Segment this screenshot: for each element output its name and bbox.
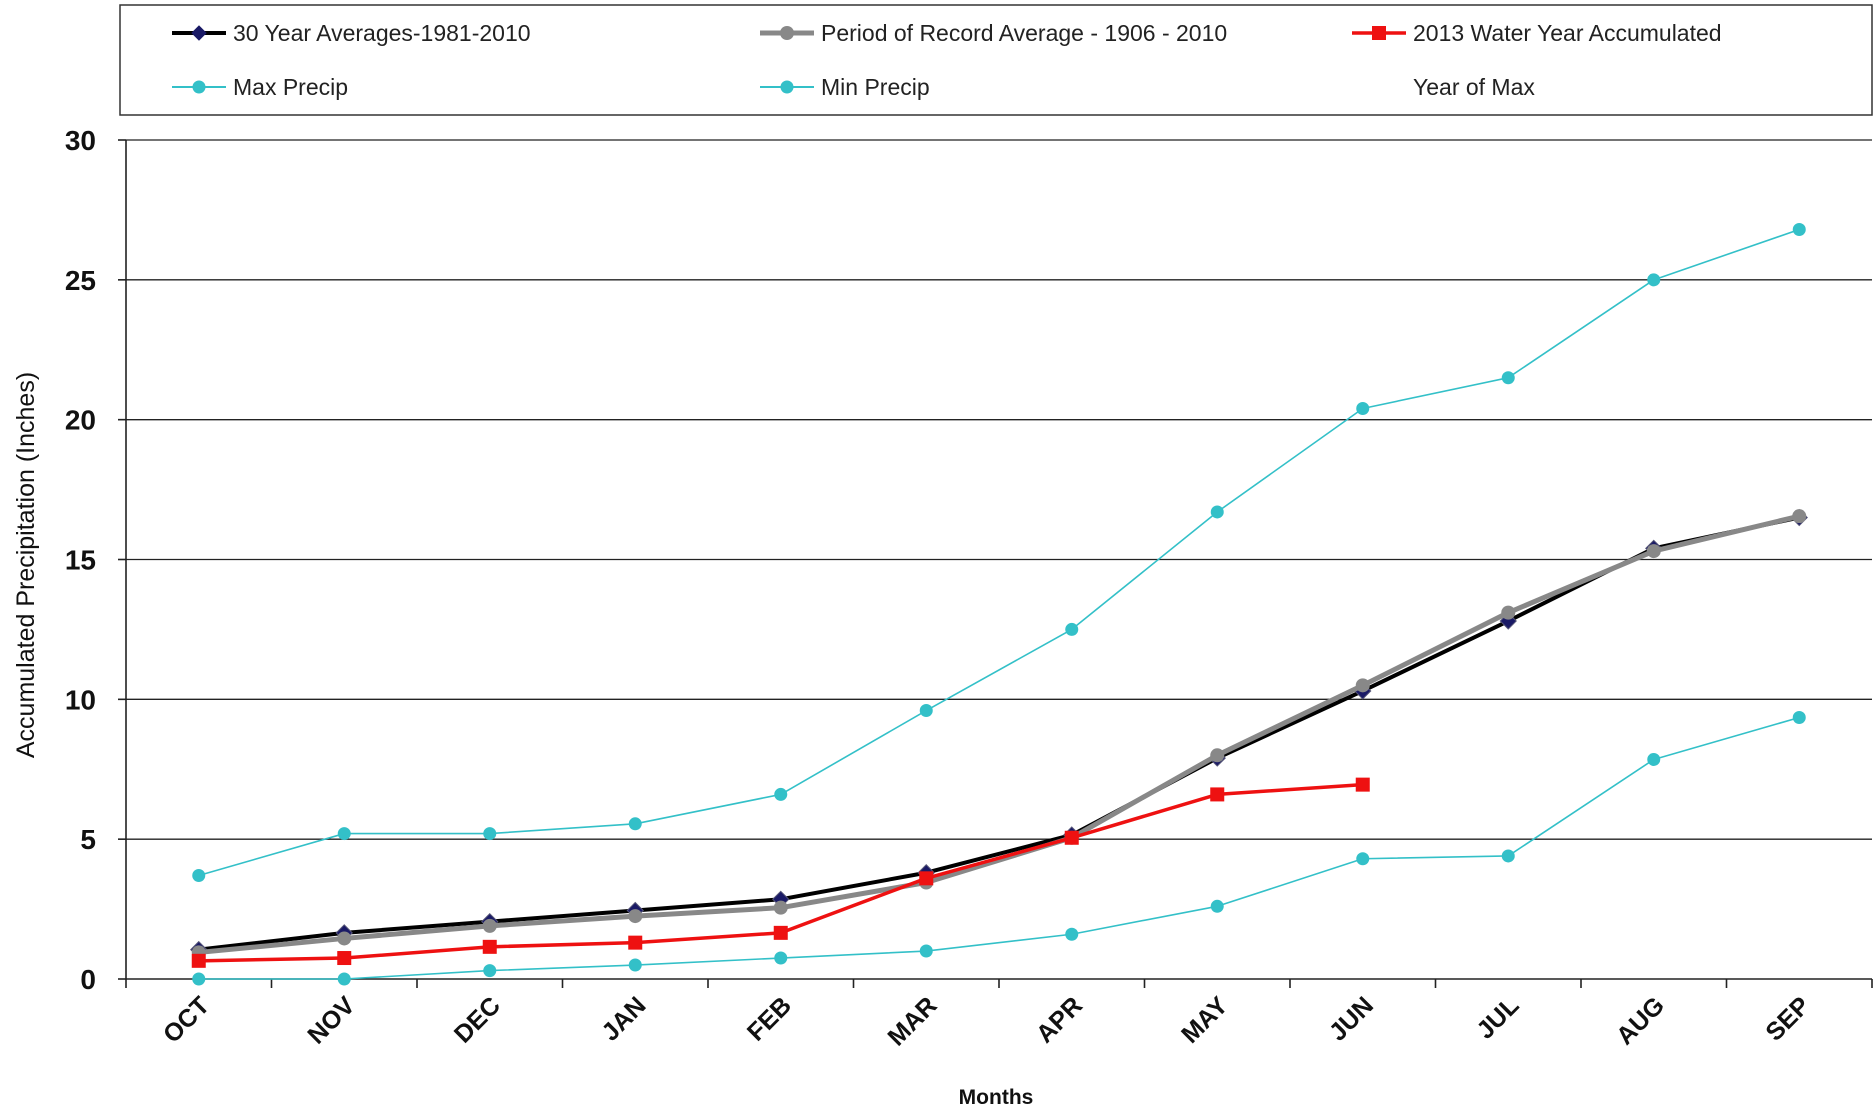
gridlines — [126, 139, 1872, 840]
point-max-precip-jan — [628, 817, 642, 831]
legend-swatch-marker — [192, 80, 206, 94]
y-tick-labels: 0 5 10 15 20 25 30 — [65, 125, 96, 995]
point-max-precip-aug — [1647, 273, 1661, 287]
series — [190, 222, 1808, 986]
series-2013-water-year-accumulated — [191, 777, 1370, 968]
point-2013-water-year-accumulated-dec — [482, 939, 497, 954]
point-2013-water-year-accumulated-jan — [628, 935, 643, 950]
axes — [118, 139, 1873, 988]
point-period-of-record-average-1906-2010-dec — [482, 918, 497, 933]
point-min-precip-nov — [337, 972, 351, 986]
point-max-precip-sep — [1792, 222, 1806, 236]
point-max-precip-nov — [337, 827, 351, 841]
point-period-of-record-average-1906-2010-jul — [1501, 605, 1516, 620]
point-min-precip-feb — [774, 951, 788, 965]
y-tick-label-5: 5 — [80, 824, 96, 855]
point-min-precip-jan — [628, 958, 642, 972]
point-max-precip-mar — [919, 704, 933, 718]
point-max-precip-jun — [1356, 401, 1370, 415]
legend-label: 2013 Water Year Accumulated — [1413, 20, 1722, 46]
point-2013-water-year-accumulated-jun — [1355, 777, 1370, 792]
point-max-precip-oct — [192, 869, 206, 883]
point-max-precip-may — [1210, 505, 1224, 519]
series-line-period-of-record-average-1906-2010 — [198, 513, 1800, 955]
point-period-of-record-average-1906-2010-jan — [628, 909, 643, 924]
series-line-min-precip — [198, 716, 1800, 980]
point-2013-water-year-accumulated-mar — [919, 871, 934, 886]
legend-entry-period-of-record-average-1906-2010: Period of Record Average - 1906 - 2010 — [760, 20, 1227, 46]
point-2013-water-year-accumulated-nov — [337, 951, 352, 966]
point-min-precip-mar — [919, 944, 933, 958]
legend-swatch-marker — [191, 25, 207, 41]
legend: 30 Year Averages-1981-2010 Period of Reco… — [119, 4, 1873, 116]
y-tick-label-25: 25 — [65, 265, 96, 296]
series-max-precip — [192, 222, 1806, 883]
point-min-precip-dec — [483, 964, 497, 978]
series-line-30-year-averages-1981-2010 — [198, 515, 1800, 952]
y-tick-label-0: 0 — [80, 964, 96, 995]
series-period-of-record-average-1906-2010 — [191, 509, 1807, 960]
legend-entry-min-precip: Min Precip — [760, 74, 930, 100]
point-2013-water-year-accumulated-oct — [191, 953, 206, 968]
legend-entry-max-precip: Max Precip — [172, 74, 348, 100]
point-period-of-record-average-1906-2010-may — [1210, 748, 1225, 763]
legend-entry-30-year-averages-1981-2010: 30 Year Averages-1981-2010 — [172, 20, 531, 46]
point-2013-water-year-accumulated-apr — [1064, 830, 1079, 845]
legend-year-of-max: Year of Max — [1413, 74, 1535, 100]
legend-swatch-marker — [780, 80, 794, 94]
legend-label: Max Precip — [233, 74, 348, 100]
point-max-precip-jul — [1501, 371, 1515, 385]
point-max-precip-apr — [1065, 622, 1079, 636]
y-axis-label: Accumulated Precipitation (Inches) — [12, 372, 40, 758]
point-max-precip-feb — [774, 787, 788, 801]
legend-entry-2013-water-year-accumulated: 2013 Water Year Accumulated — [1352, 20, 1722, 46]
point-max-precip-dec — [483, 827, 497, 841]
legend-label: 30 Year Averages-1981-2010 — [233, 20, 531, 46]
legend-label: Min Precip — [821, 74, 930, 100]
point-period-of-record-average-1906-2010-aug — [1646, 544, 1661, 559]
point-min-precip-jul — [1501, 849, 1515, 863]
legend-items: 30 Year Averages-1981-2010 Period of Reco… — [172, 20, 1722, 100]
point-min-precip-jun — [1356, 852, 1370, 866]
point-min-precip-aug — [1647, 752, 1661, 766]
y-tick-label-20: 20 — [65, 405, 96, 436]
legend-swatch-marker — [1372, 26, 1386, 40]
point-period-of-record-average-1906-2010-jun — [1355, 678, 1370, 693]
point-min-precip-oct — [192, 972, 206, 986]
point-period-of-record-average-1906-2010-sep — [1792, 509, 1807, 524]
series-line-max-precip — [198, 228, 1800, 877]
y-tick-label-15: 15 — [65, 545, 96, 576]
point-period-of-record-average-1906-2010-feb — [773, 900, 788, 915]
point-min-precip-sep — [1792, 711, 1806, 725]
point-period-of-record-average-1906-2010-nov — [337, 931, 352, 946]
point-min-precip-may — [1210, 899, 1224, 913]
legend-label: Period of Record Average - 1906 - 2010 — [821, 20, 1227, 46]
legend-box — [119, 4, 1873, 116]
point-min-precip-apr — [1065, 927, 1079, 941]
series-min-precip — [192, 711, 1806, 986]
legend-swatch-marker — [780, 26, 794, 40]
y-tick-label-30: 30 — [65, 125, 96, 156]
point-2013-water-year-accumulated-may — [1210, 787, 1225, 802]
y-tick-label-10: 10 — [65, 684, 96, 715]
x-axis-label: Months — [959, 1086, 1034, 1107]
point-2013-water-year-accumulated-feb — [773, 925, 788, 940]
